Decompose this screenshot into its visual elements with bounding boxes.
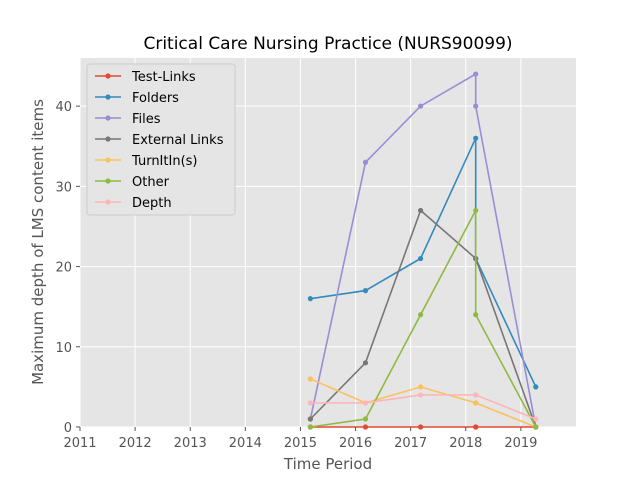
y-tick-label: 30 [55, 180, 72, 195]
data-point [473, 135, 479, 141]
series-line-5 [310, 210, 537, 428]
data-point [362, 416, 369, 422]
data-point [362, 288, 369, 294]
x-tick-label: 2016 [339, 436, 372, 451]
data-point [533, 416, 539, 422]
x-tick-label: 2014 [229, 436, 262, 451]
legend-label: TurnItIn(s) [131, 154, 197, 169]
legend-label: Other [132, 175, 170, 190]
legend-marker [105, 73, 111, 79]
data-point [417, 255, 424, 262]
legend-label: Folders [132, 91, 179, 106]
legend-label: External Links [132, 133, 224, 148]
x-axis-label: Time Period [283, 455, 372, 473]
series-layer [307, 71, 539, 430]
data-point [362, 424, 369, 430]
legend-marker [105, 94, 111, 100]
y-tick-label: 0 [64, 421, 72, 436]
x-tick-label: 2018 [449, 436, 482, 451]
data-point [362, 360, 369, 366]
series-line-2 [309, 72, 537, 428]
series-line-1 [310, 137, 537, 388]
data-point [417, 384, 424, 390]
legend-label: Test-Links [131, 70, 196, 85]
data-point [417, 207, 424, 214]
y-tick-label: 10 [55, 341, 72, 356]
data-point [417, 424, 424, 430]
x-tick-label: 2012 [119, 436, 152, 451]
data-point [417, 392, 424, 398]
legend-label: Depth [132, 196, 172, 211]
data-point [417, 103, 424, 109]
legend-marker [105, 157, 111, 163]
data-point [307, 424, 313, 430]
y-axis: 0 10 20 30 40 [55, 100, 80, 436]
data-point [473, 103, 479, 109]
data-point [473, 312, 479, 318]
data-point [473, 392, 479, 398]
legend-marker [105, 115, 111, 121]
y-tick-label: 20 [55, 261, 72, 276]
x-tick-label: 2015 [284, 436, 317, 451]
legend-box [86, 63, 236, 216]
data-point [533, 424, 539, 430]
data-point [307, 416, 313, 422]
data-point [417, 312, 424, 318]
legend-marker [105, 136, 111, 142]
x-tick-label: 2019 [504, 436, 537, 451]
data-point [533, 384, 539, 390]
data-point [473, 400, 479, 406]
data-point [307, 296, 313, 302]
chart-title: Critical Care Nursing Practice (NURS9009… [143, 34, 512, 54]
y-tick-label: 40 [55, 100, 72, 115]
legend: Test-Links Folders Files External Links Turn… [86, 63, 236, 216]
data-point [473, 71, 479, 77]
y-axis-label: Maximum depth of LMS content items [29, 99, 47, 385]
legend-marker [105, 178, 111, 184]
legend-marker [105, 199, 111, 205]
data-point [362, 400, 369, 406]
data-point [362, 159, 369, 165]
legend-label: Files [132, 112, 161, 127]
data-point [307, 376, 313, 382]
data-point [473, 207, 479, 214]
data-point [307, 400, 313, 406]
data-point [473, 424, 479, 430]
x-axis: 2011 2012 2013 2014 2015 2016 2017 2018 2019 [63, 427, 537, 451]
x-tick-label: 2011 [63, 436, 96, 451]
x-tick-label: 2017 [394, 436, 427, 451]
x-tick-label: 2013 [174, 436, 207, 451]
